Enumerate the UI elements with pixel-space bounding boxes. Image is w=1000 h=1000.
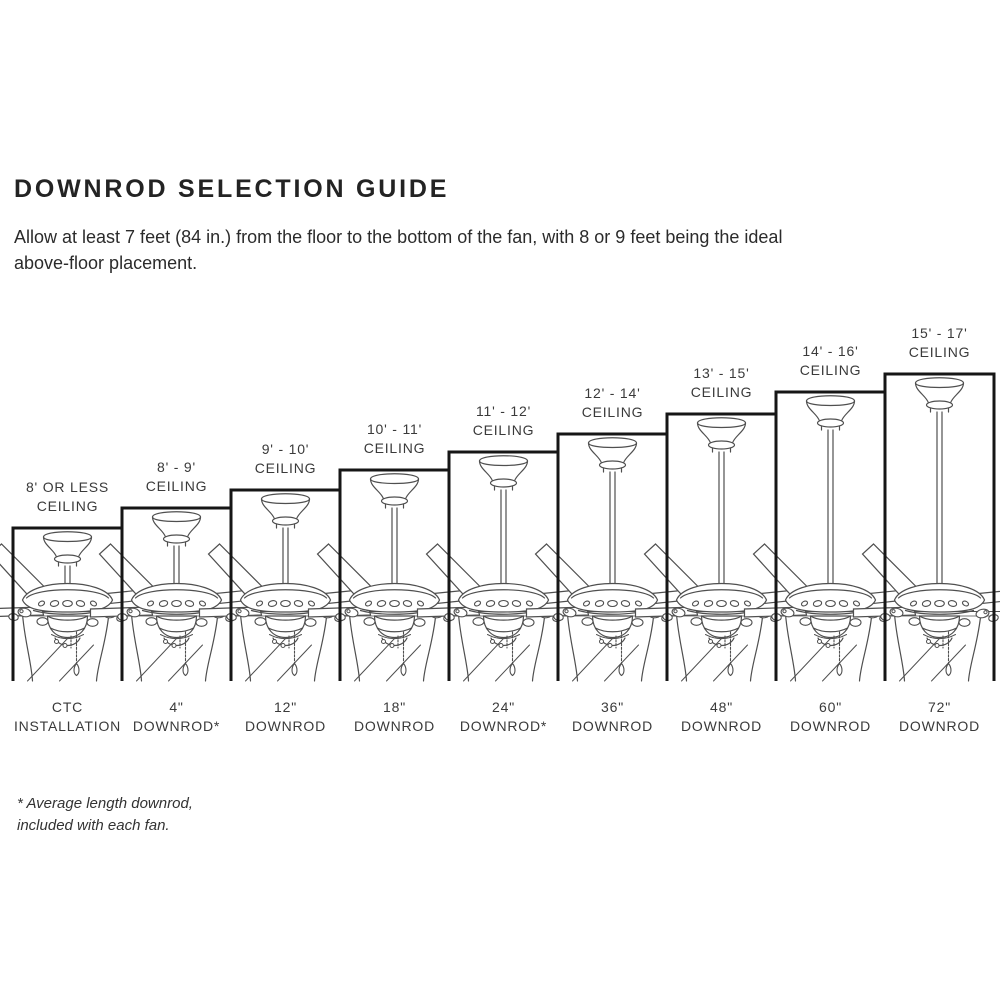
ceiling-height-line-2: CEILING	[799, 362, 862, 378]
column-divider-lines	[120, 374, 887, 681]
ceiling-height-label: 8' - 9' CEILING	[102, 458, 252, 496]
downrod-size-line-1: 60"	[819, 699, 842, 715]
ceiling-fan-illustration	[416, 455, 593, 682]
ceiling-fan-illustration	[525, 437, 702, 682]
downrod-size-label: 60" DOWNROD	[756, 698, 906, 736]
downrod-size-line-1: 48"	[710, 699, 733, 715]
ceiling-height-label: 9' - 10' CEILING	[211, 440, 361, 478]
downrod-size-label: 48" DOWNROD	[647, 698, 797, 736]
downrod-size-line-2: DOWNROD	[571, 718, 654, 734]
ceiling-height-line-1: 9' - 10'	[261, 441, 310, 457]
downrod-size-line-1: 36"	[601, 699, 624, 715]
ceiling-height-label: 14' - 16' CEILING	[756, 342, 906, 380]
ceiling-fan-illustration	[852, 377, 1000, 682]
downrod-size-label: 36" DOWNROD	[538, 698, 688, 736]
downrod-size-line-2: DOWNROD*	[459, 718, 548, 734]
intro-text: Allow at least 7 feet (84 in.) from the …	[14, 224, 782, 276]
downrod-size-line-1: 18"	[383, 699, 406, 715]
downrod-size-line-2: DOWNROD	[680, 718, 763, 734]
intro-text-line-1: Allow at least 7 feet (84 in.) from the …	[14, 227, 783, 247]
ceiling-fan-illustration	[0, 531, 157, 682]
ceiling-height-line-2: CEILING	[145, 478, 208, 494]
ceiling-height-line-1: 13' - 15'	[693, 365, 750, 381]
downrod-size-line-2: DOWNROD	[898, 718, 981, 734]
downrod-size-line-2: DOWNROD	[353, 718, 436, 734]
downrod-size-label: CTC INSTALLATION	[0, 698, 143, 736]
ceiling-height-line-1: 15' - 17'	[911, 325, 968, 341]
ceiling-fan-illustration	[743, 395, 920, 682]
ceiling-height-line-1: 8' OR LESS	[25, 479, 110, 495]
ceiling-height-line-1: 11' - 12'	[475, 403, 532, 419]
ceiling-height-line-2: CEILING	[581, 404, 644, 420]
ceiling-height-label: 12' - 14' CEILING	[538, 384, 688, 422]
ceiling-height-line-2: CEILING	[254, 460, 317, 476]
downrod-size-line-2: INSTALLATION	[13, 718, 122, 734]
ceiling-height-line-2: CEILING	[690, 384, 753, 400]
downrod-size-line-2: DOWNROD*	[132, 718, 221, 734]
downrod-size-line-2: DOWNROD	[244, 718, 327, 734]
ceiling-fan-illustration	[634, 417, 811, 682]
intro-text-line-2: above-floor placement.	[14, 253, 198, 273]
ceiling-height-line-2: CEILING	[363, 440, 426, 456]
downrod-size-line-1: CTC	[51, 699, 84, 715]
ceiling-height-line-1: 8' - 9'	[157, 459, 196, 475]
ceiling-height-line-2: CEILING	[36, 498, 99, 514]
downrod-size-line-1: 4"	[169, 699, 184, 715]
downrod-size-line-1: 24"	[492, 699, 515, 715]
footnote-line-1: * Average length downrod,	[17, 795, 193, 812]
ceiling-height-label: 8' OR LESS CEILING	[0, 478, 143, 516]
downrod-size-label: 18" DOWNROD	[320, 698, 470, 736]
downrod-size-label: 72" DOWNROD	[865, 698, 1000, 736]
downrod-size-label: 24" DOWNROD*	[429, 698, 579, 736]
ceiling-height-label: 10' - 11' CEILING	[320, 420, 470, 458]
ceiling-height-label: 13' - 15' CEILING	[647, 364, 797, 402]
downrod-size-line-1: 72"	[928, 699, 951, 715]
ceiling-height-line-2: CEILING	[472, 422, 535, 438]
staircase-border	[11, 372, 996, 681]
downrod-size-label: 4" DOWNROD*	[102, 698, 252, 736]
page-title: DOWNROD SELECTION GUIDE	[14, 175, 450, 203]
ceiling-height-label: 11' - 12' CEILING	[429, 402, 579, 440]
downrod-size-line-2: DOWNROD	[789, 718, 872, 734]
ceiling-height-line-2: CEILING	[908, 344, 971, 360]
ceiling-height-line-1: 14' - 16'	[802, 343, 859, 359]
ceiling-height-label: 15' - 17' CEILING	[865, 324, 1000, 362]
footnote: * Average length downrod, included with …	[17, 793, 193, 837]
ceiling-height-line-1: 12' - 14'	[584, 385, 641, 401]
downrod-size-line-1: 12"	[274, 699, 297, 715]
ceiling-height-line-1: 10' - 11'	[366, 421, 423, 437]
downrod-size-label: 12" DOWNROD	[211, 698, 361, 736]
footnote-line-2: included with each fan.	[17, 817, 170, 834]
